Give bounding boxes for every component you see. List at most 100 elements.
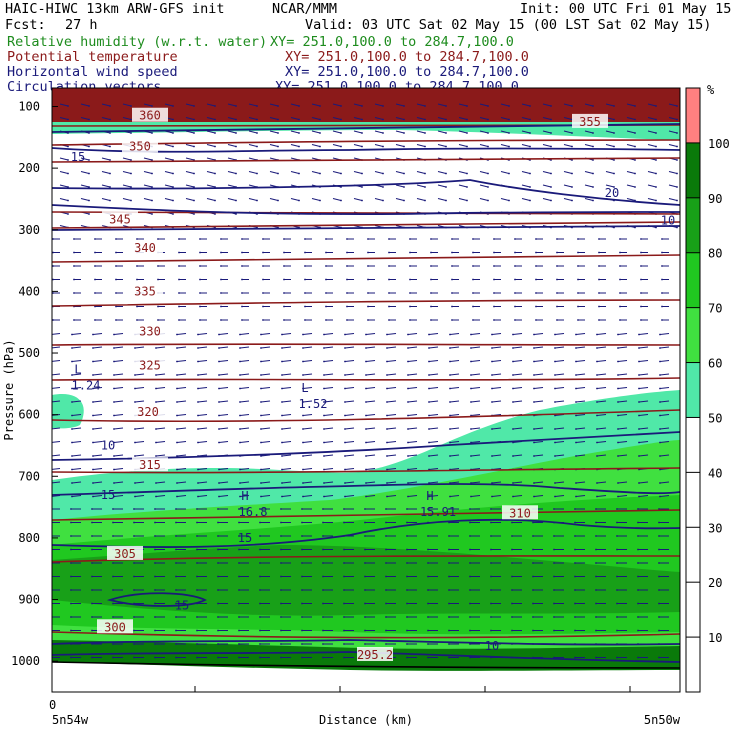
vector-head — [514, 319, 516, 321]
vector-head — [595, 548, 597, 551]
colorbar-label-50: 50 — [708, 411, 722, 425]
vector-arrow — [533, 481, 544, 484]
vector-head — [238, 643, 240, 645]
vector-head — [449, 387, 451, 390]
vector-head — [424, 105, 426, 107]
vector-arrow — [617, 481, 628, 484]
vector-arrow — [521, 103, 531, 107]
vector-head — [151, 186, 153, 188]
vector-head — [554, 347, 556, 349]
vector-head — [92, 333, 94, 336]
vector-head — [511, 562, 513, 564]
vector-arrow — [281, 441, 292, 443]
vector-head — [49, 630, 51, 632]
vector-arrow — [71, 414, 82, 416]
vector-arrow — [542, 117, 552, 120]
vector-head — [575, 495, 577, 498]
vector-arrow — [227, 130, 237, 134]
vector-arrow — [386, 400, 397, 403]
vector-head — [197, 387, 199, 390]
vector-head — [112, 575, 114, 578]
vector-head — [322, 616, 324, 618]
vector-arrow — [302, 427, 313, 430]
vector-arrow — [617, 373, 628, 376]
vector-arrow — [386, 495, 397, 497]
vector-head — [178, 265, 180, 267]
vector-head — [199, 278, 201, 281]
vector-head — [133, 508, 135, 510]
vector-head — [322, 548, 324, 551]
vector-head — [281, 401, 283, 403]
vector-head — [176, 482, 178, 484]
vector-arrow — [281, 427, 292, 430]
vector-arrow — [302, 414, 313, 416]
colorbar-swatch-6 — [686, 307, 700, 363]
vector-arrow — [59, 171, 69, 174]
vector-head — [508, 105, 510, 107]
vector-head — [424, 132, 426, 134]
vector-head — [214, 118, 216, 121]
vector-head — [638, 333, 640, 336]
vector-head — [659, 441, 661, 444]
vector-arrow — [533, 360, 544, 362]
vector-head — [491, 360, 493, 363]
vector-head — [490, 508, 492, 510]
vector-head — [259, 589, 261, 591]
vector-head — [571, 145, 573, 148]
vector-head — [91, 548, 93, 551]
extremum-type: L — [74, 363, 81, 377]
vector-head — [386, 495, 388, 498]
vector-arrow — [659, 346, 670, 349]
vector-head — [71, 495, 73, 498]
vector-arrow — [407, 454, 418, 457]
vector-head — [238, 589, 240, 591]
vector-head — [71, 360, 73, 363]
vector-head — [385, 643, 387, 645]
vector-head — [343, 602, 345, 605]
vector-head — [70, 535, 72, 537]
vector-head — [259, 643, 261, 645]
vector-arrow — [302, 495, 313, 497]
vector-arrow — [407, 427, 418, 430]
vector-head — [550, 105, 552, 107]
vector-head — [490, 589, 492, 591]
vector-head — [280, 575, 282, 578]
vector-head — [325, 278, 327, 281]
vector-arrow — [197, 346, 208, 349]
vector-head — [134, 387, 136, 390]
vector-head — [220, 305, 222, 308]
vector-arrow — [218, 495, 229, 497]
vector-head — [487, 132, 489, 134]
vector-arrow — [449, 481, 460, 484]
vector-head — [386, 360, 388, 363]
vector-head — [595, 521, 597, 524]
vector-arrow — [344, 495, 355, 497]
vector-head — [386, 441, 388, 444]
vector-head — [298, 105, 300, 107]
vector-head — [52, 319, 54, 321]
vector-head — [154, 575, 156, 578]
vector-head — [364, 548, 366, 551]
vector-head — [533, 455, 535, 457]
vector-head — [511, 602, 513, 605]
vector-head — [550, 186, 552, 188]
vector-arrow — [521, 171, 531, 174]
vector-head — [92, 414, 94, 417]
vector-head — [109, 105, 111, 107]
vector-arrow — [617, 333, 628, 335]
vector-arrow — [365, 441, 376, 443]
vector-arrow — [458, 117, 468, 120]
vector-head — [175, 521, 177, 524]
vector-head — [445, 105, 447, 107]
legend-theta-name: Potential temperature — [7, 49, 178, 65]
vector-head — [260, 468, 262, 471]
vector-head — [134, 455, 136, 457]
vector-head — [193, 172, 195, 175]
vector-head — [344, 401, 346, 403]
vector-head — [658, 521, 660, 524]
vector-head — [172, 145, 174, 148]
vector-head — [238, 535, 240, 537]
y-tick-label-500: 500 — [18, 346, 40, 360]
vector-head — [553, 548, 555, 551]
